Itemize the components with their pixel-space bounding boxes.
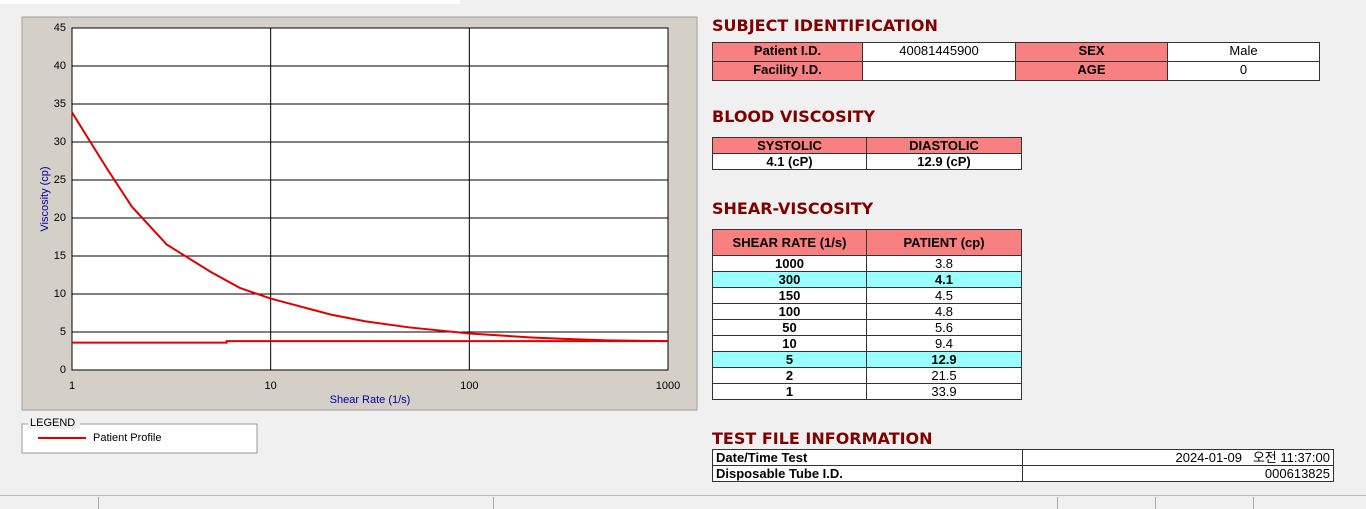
top-strip: [0, 0, 460, 4]
y-axis-title: Viscosity (cp): [39, 166, 51, 231]
y-tick-label: 25: [54, 174, 66, 186]
x-axis-title: Shear Rate (1/s): [330, 394, 411, 406]
cell: 10: [712, 335, 867, 352]
cell: 12.9 (cP): [866, 153, 1022, 170]
cell: 33.9: [866, 383, 1022, 400]
legend-title-bg: [28, 417, 80, 429]
cell: 100: [712, 303, 867, 320]
cell: 000613825: [1022, 465, 1334, 482]
cell: 50: [712, 319, 867, 336]
cell: SEX: [1015, 42, 1168, 62]
cell: 5: [712, 351, 867, 368]
cell: Disposable Tube I.D.: [712, 465, 1023, 482]
cell: 5.6: [866, 319, 1022, 336]
section-title: SHEAR-VISCOSITY: [712, 199, 874, 218]
legend-title: LEGEND: [30, 417, 75, 429]
cell: 4.8: [866, 303, 1022, 320]
cell: 4.1 (cP): [712, 153, 867, 170]
cell: Date/Time Test: [712, 449, 1023, 466]
cell: PATIENT (cp): [866, 229, 1022, 256]
cell: AGE: [1015, 61, 1168, 81]
x-tick-label: 10: [265, 380, 277, 392]
legend-label: Patient Profile: [93, 432, 161, 444]
y-tick-label: 0: [60, 364, 66, 376]
cell: DIASTOLIC: [866, 137, 1022, 154]
x-tick-label: 1: [69, 380, 75, 392]
cell: [862, 61, 1016, 81]
y-tick-label: 5: [60, 326, 66, 338]
y-tick-label: 40: [54, 60, 66, 72]
y-tick-label: 15: [54, 250, 66, 262]
cell: 21.5: [866, 367, 1022, 384]
cell: 40081445900: [862, 42, 1016, 62]
cell: 150: [712, 287, 867, 304]
cell: SHEAR RATE (1/s): [712, 229, 867, 256]
cell: 300: [712, 271, 867, 288]
cell: 2024-01-09 오전 11:37:00: [1022, 449, 1334, 466]
cell: 12.9: [866, 351, 1022, 368]
status-bar: [0, 495, 1366, 509]
section-title: BLOOD VISCOSITY: [712, 107, 876, 126]
cell: Male: [1167, 42, 1320, 62]
cell: 9.4: [866, 335, 1022, 352]
cell: 0: [1167, 61, 1320, 81]
y-tick-label: 20: [54, 212, 66, 224]
chart: Shear Rate (1/s) Viscosity (cp) LEGEND P…: [21, 16, 698, 454]
cell: 1000: [712, 255, 867, 272]
cell: Patient I.D.: [712, 42, 863, 62]
y-tick-label: 30: [54, 136, 66, 148]
data-line: [72, 340, 668, 344]
section-title: SUBJECT IDENTIFICATION: [712, 16, 938, 35]
cell: 3.8: [866, 255, 1022, 272]
cell: SYSTOLIC: [712, 137, 867, 154]
y-tick-label: 35: [54, 98, 66, 110]
data-line: [71, 111, 669, 343]
section-title: TEST FILE INFORMATION: [712, 429, 933, 448]
cell: 4.5: [866, 287, 1022, 304]
y-tick-label: 10: [54, 288, 66, 300]
plot-area: [71, 27, 669, 371]
x-tick-label: 100: [460, 380, 478, 392]
cell: 4.1: [866, 271, 1022, 288]
cell: 1: [712, 383, 867, 400]
cell: Facility I.D.: [712, 61, 863, 81]
y-tick-label: 45: [54, 22, 66, 34]
x-tick-label: 1000: [656, 380, 680, 392]
cell: 2: [712, 367, 867, 384]
